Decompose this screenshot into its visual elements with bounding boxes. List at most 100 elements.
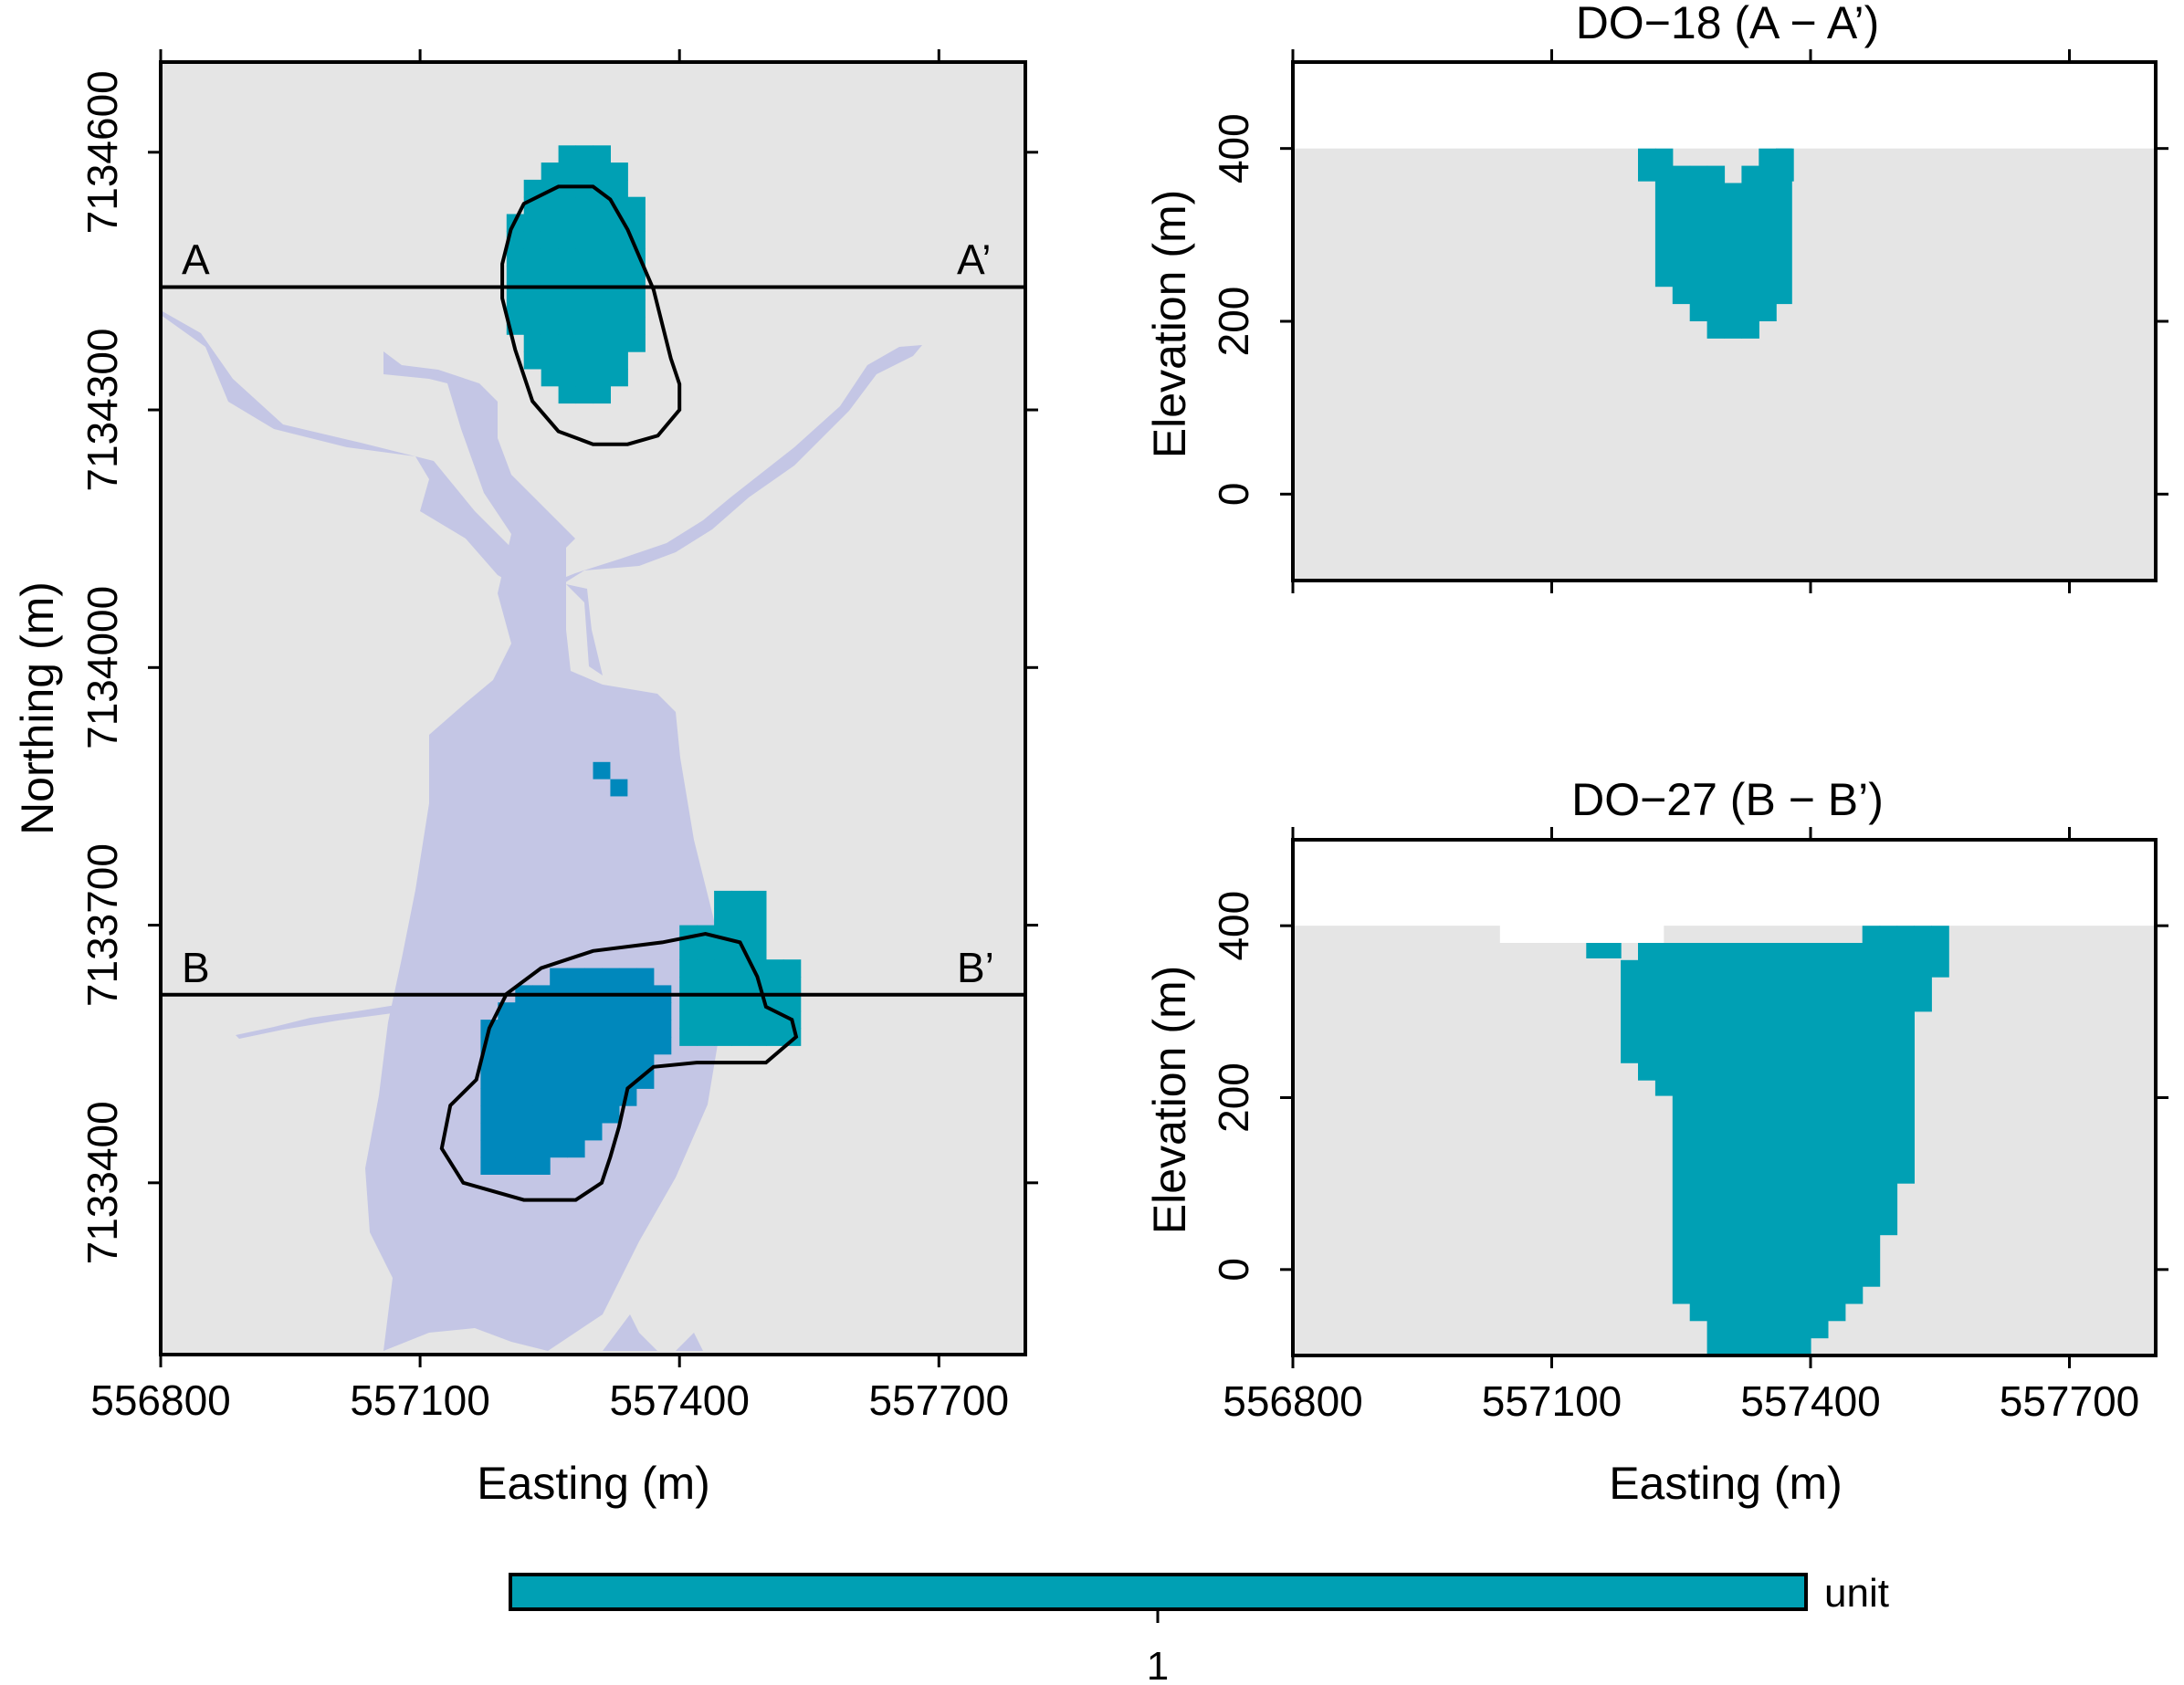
north-body-cell-20 [541,334,560,352]
north-body-outline [500,184,682,446]
south-east-cell-31 [731,890,750,909]
north-body-cell-47 [575,368,594,387]
south-body-cell-38 [532,1020,551,1038]
north-body-cell-77 [610,351,628,370]
section-end-label-1: B’ [957,944,994,991]
south-body-cell-56 [567,1071,585,1089]
north-body-cell-62 [593,368,611,387]
y-tick-label-2: 7134000 [79,586,126,749]
north-body-cell-61 [593,385,611,404]
section-a-column-4 [1706,165,1726,339]
south-body-cell-14 [498,1071,516,1089]
north-body-cell-39 [558,248,577,267]
south-body-cell-4 [480,1088,499,1106]
north-body-cell-55 [575,231,594,249]
south-east-cell-8 [697,1010,715,1030]
south-body-cell-91 [635,1053,655,1073]
section-a-column-3 [1689,165,1708,321]
south-east-cell-9 [697,993,715,1012]
north-body-cell-26 [541,231,560,249]
south-body-cell-55 [567,1088,585,1106]
north-body-cell-1 [506,299,525,318]
south-body-cell-60 [567,1002,585,1020]
north-body-cell-17 [523,179,542,198]
south-east-cell-0 [679,1028,698,1046]
plan-map-x-axis-label: Easting (m) [477,1458,710,1509]
section-b-x-tick-label-0: 556800 [1223,1377,1363,1425]
north-body-cell-58 [575,179,594,198]
south-east-cell-4 [679,959,698,978]
section-a-column-9 [1776,148,1794,182]
section-b-column-9 [1793,943,1811,1355]
plan-map-y-axis-label: Northing (m) [12,581,63,835]
south-east-cell-14 [714,1028,732,1046]
north-body-cell-72 [593,196,611,215]
north-body-cell-91 [627,299,646,318]
isolated-cell-0 [593,761,611,780]
section-b-column-17 [1931,926,1949,978]
south-east-cell-44 [765,977,784,995]
plan-map-frame [159,60,1027,1356]
section-b-y-tick-label-2: 400 [1210,891,1257,961]
north-body-cell-10 [523,299,542,318]
north-body-cell-34 [558,334,577,352]
section-a-unit-cells [1638,148,1794,339]
section-b-unit-cells [1586,926,1949,1355]
south-body-cell-96 [635,968,655,986]
south-body-cell-16 [498,1036,516,1055]
south-body-cell-41 [550,1139,568,1158]
south-body-cell-47 [550,1036,568,1055]
south-body-cell-6 [480,1053,499,1073]
north-body-cell-78 [610,334,628,352]
south-body-cell-76 [602,1053,620,1073]
north-body-cell-12 [523,266,542,284]
north-body-cell-43 [558,179,577,198]
south-body-cell-93 [635,1020,655,1038]
section-b-column-6 [1741,943,1759,1355]
south-east-cell-26 [731,977,750,995]
north-body-cell-32 [558,368,577,387]
plan-map-ticks: 556800 557100 557400 557700 7133400 7133700 71… [79,49,1038,1424]
section-a-y-tick-label-2: 400 [1210,113,1257,183]
south-east-cell-48 [782,993,802,1012]
north-body-cell-13 [523,248,542,267]
section-b-column-2 [1672,943,1691,1304]
north-body-cell-74 [593,162,611,181]
north-body-cell-68 [593,266,611,284]
south-body-cell-28 [515,1002,533,1020]
south-body-cell-68 [584,1036,603,1055]
south-body-cell-67 [584,1053,603,1073]
section-b-column-1 [1654,943,1674,1096]
colorkey-label: unit [1824,1571,1889,1616]
colorkey-tick-label: 1 [1147,1644,1169,1685]
south-body-cell-65 [584,1088,603,1106]
south-body-cell-86 [618,1020,637,1038]
north-body-cell-8 [523,334,542,352]
section-a-ticks: 0 200 400 [1210,49,2168,593]
section-b-x-axis-label: Easting (m) [1609,1458,1843,1509]
north-body-cell-85 [610,214,628,232]
north-body-cell-4 [506,248,525,267]
section-b-column-11 [1827,943,1846,1322]
section-a-column-0 [1638,148,1656,182]
south-east-cell-27 [731,959,750,978]
water-area-1 [161,310,562,598]
south-east-cell-1 [679,1010,698,1030]
south-east-cell-11 [697,959,715,978]
water-area-5 [603,1314,657,1351]
north-body-cell-25 [541,248,560,267]
south-east-cell-12 [697,942,715,960]
section-a-column-2 [1672,165,1691,305]
north-body-cell-14 [523,231,542,249]
section-b-column-8 [1776,943,1794,1355]
section-start-label-1: B [182,944,210,991]
north-body-cell-97 [627,196,646,215]
south-body-cell-12 [498,1105,516,1124]
south-body-cell-81 [602,968,620,986]
south-body-cell-51 [550,968,568,986]
south-east-cell-39 [749,907,767,926]
north-body-cell-80 [610,299,628,318]
section-b-column-3 [1689,943,1708,1322]
north-body-cell-44 [558,162,577,181]
south-east-cell-17 [714,977,732,995]
